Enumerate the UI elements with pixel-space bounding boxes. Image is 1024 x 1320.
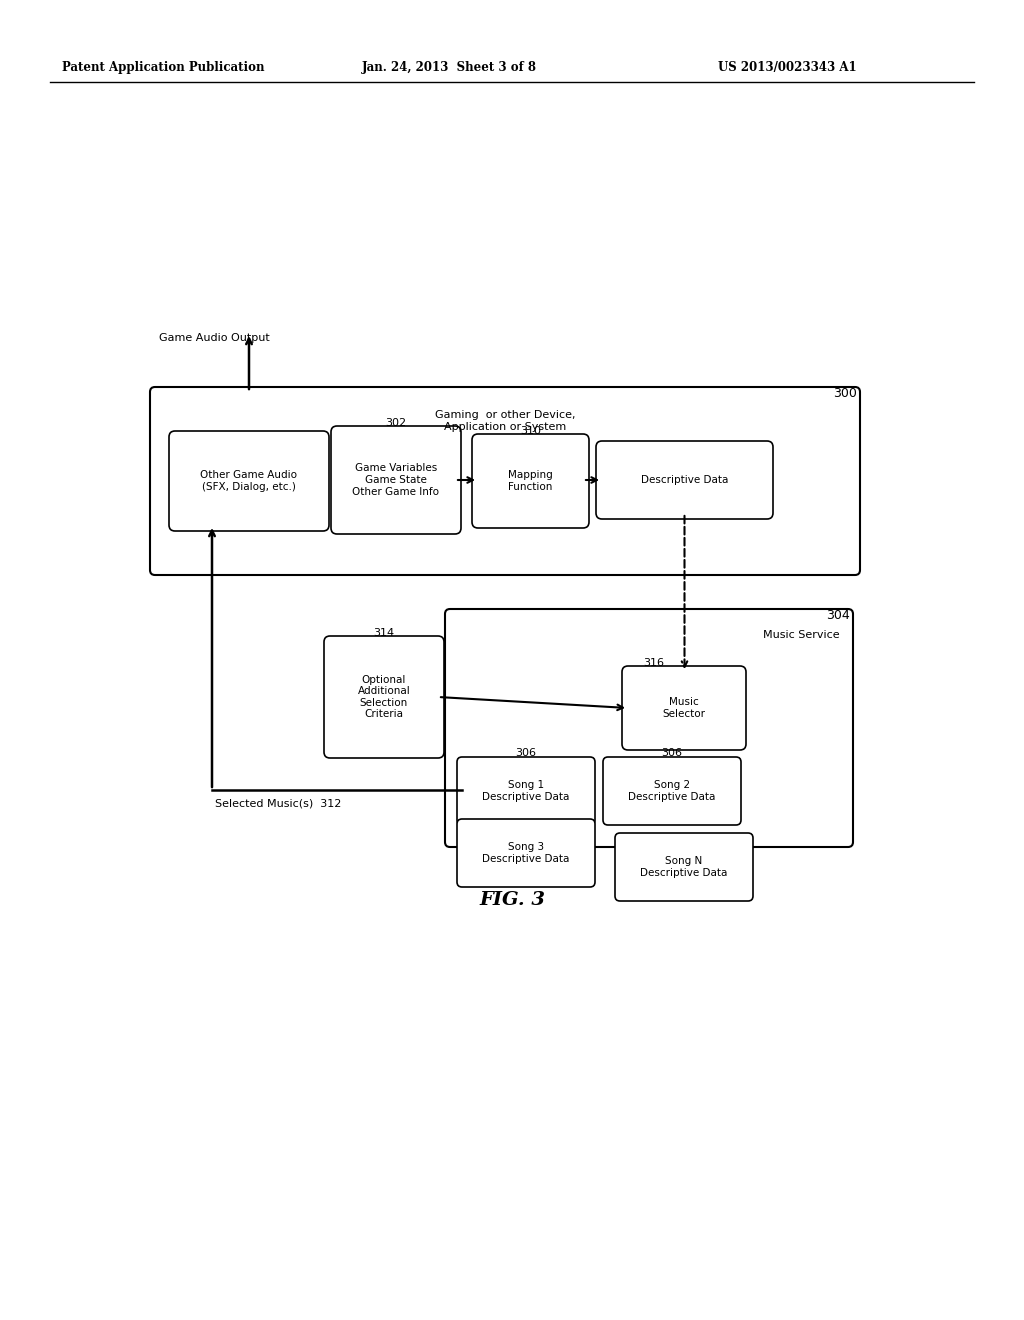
- Text: 300: 300: [834, 387, 857, 400]
- Text: Game Audio Output: Game Audio Output: [159, 333, 269, 343]
- FancyBboxPatch shape: [622, 667, 746, 750]
- Text: 316: 316: [643, 657, 665, 668]
- FancyBboxPatch shape: [150, 387, 860, 576]
- Text: FIG. 3: FIG. 3: [479, 891, 545, 909]
- Text: Song 3
Descriptive Data: Song 3 Descriptive Data: [482, 842, 569, 863]
- FancyBboxPatch shape: [596, 441, 773, 519]
- Text: US 2013/0023343 A1: US 2013/0023343 A1: [718, 62, 857, 74]
- Text: Mapping
Function: Mapping Function: [508, 470, 553, 492]
- Text: Music
Selector: Music Selector: [663, 697, 706, 719]
- Text: Descriptive Data: Descriptive Data: [641, 475, 728, 484]
- FancyBboxPatch shape: [457, 818, 595, 887]
- Text: Other Game Audio
(SFX, Dialog, etc.): Other Game Audio (SFX, Dialog, etc.): [201, 470, 298, 492]
- Text: Patent Application Publication: Patent Application Publication: [62, 62, 264, 74]
- Text: Gaming  or other Device,
Application or System: Gaming or other Device, Application or S…: [435, 411, 575, 432]
- Text: 310: 310: [520, 426, 541, 436]
- Text: Song N
Descriptive Data: Song N Descriptive Data: [640, 857, 728, 878]
- Text: Game Variables
Game State
Other Game Info: Game Variables Game State Other Game Inf…: [352, 463, 439, 496]
- FancyBboxPatch shape: [472, 434, 589, 528]
- FancyBboxPatch shape: [445, 609, 853, 847]
- Text: Song 2
Descriptive Data: Song 2 Descriptive Data: [629, 780, 716, 801]
- Text: Selected Music(s)  312: Selected Music(s) 312: [215, 799, 341, 808]
- Text: 306: 306: [515, 748, 537, 758]
- FancyBboxPatch shape: [331, 426, 461, 535]
- FancyBboxPatch shape: [603, 756, 741, 825]
- FancyBboxPatch shape: [457, 756, 595, 825]
- Text: Jan. 24, 2013  Sheet 3 of 8: Jan. 24, 2013 Sheet 3 of 8: [362, 62, 537, 74]
- Text: Optional
Additional
Selection
Criteria: Optional Additional Selection Criteria: [357, 675, 411, 719]
- Text: Song 1
Descriptive Data: Song 1 Descriptive Data: [482, 780, 569, 801]
- FancyBboxPatch shape: [169, 432, 329, 531]
- Text: 302: 302: [385, 418, 407, 428]
- Text: Music Service: Music Service: [763, 630, 840, 640]
- Text: 306: 306: [662, 748, 683, 758]
- Text: 304: 304: [826, 609, 850, 622]
- FancyBboxPatch shape: [615, 833, 753, 902]
- Text: 314: 314: [374, 628, 394, 638]
- FancyBboxPatch shape: [324, 636, 444, 758]
